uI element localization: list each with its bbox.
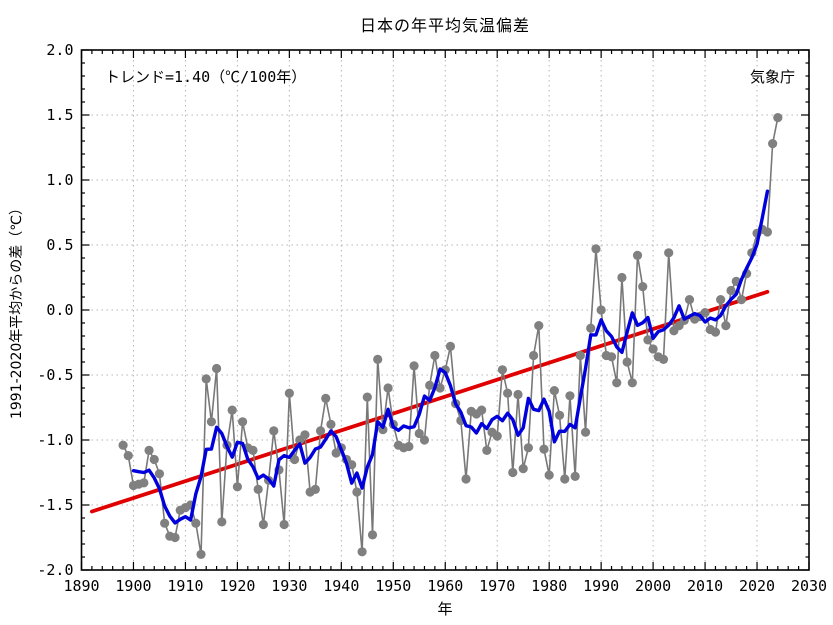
- smoothed-series-line: [131, 189, 770, 525]
- svg-text:1950: 1950: [375, 577, 411, 595]
- svg-text:1890: 1890: [63, 577, 99, 595]
- svg-text:2000: 2000: [635, 577, 671, 595]
- svg-text:-1.0: -1.0: [37, 431, 73, 449]
- svg-text:1940: 1940: [323, 577, 359, 595]
- svg-text:1.0: 1.0: [46, 171, 73, 189]
- svg-text:2010: 2010: [687, 577, 723, 595]
- svg-text:1930: 1930: [271, 577, 307, 595]
- svg-text:2030: 2030: [791, 577, 827, 595]
- axis-ticks: [80, 49, 810, 571]
- svg-text:1910: 1910: [167, 577, 203, 595]
- svg-text:1990: 1990: [583, 577, 619, 595]
- svg-text:1970: 1970: [479, 577, 515, 595]
- svg-text:-0.5: -0.5: [37, 366, 73, 384]
- svg-text:1960: 1960: [427, 577, 463, 595]
- trend-annotation: トレンド=1.40（℃/100年）: [105, 68, 307, 86]
- svg-text:1.5: 1.5: [46, 106, 73, 124]
- svg-text:2020: 2020: [739, 577, 775, 595]
- tick-labels: 1890 1900 1910 1920 1930 1940 1950 1960 1970 1980…: [37, 41, 827, 595]
- svg-text:1900: 1900: [115, 577, 151, 595]
- grid-lines: [81, 50, 809, 570]
- svg-text:2.0: 2.0: [46, 41, 73, 59]
- svg-text:0.5: 0.5: [46, 236, 73, 254]
- x-axis-title: 年: [437, 600, 453, 618]
- svg-text:-2.0: -2.0: [37, 561, 73, 579]
- agency-label: 気象庁: [749, 68, 795, 86]
- svg-text:1920: 1920: [219, 577, 255, 595]
- annual-series-line: [122, 117, 779, 555]
- svg-text:1980: 1980: [531, 577, 567, 595]
- svg-text:0.0: 0.0: [46, 301, 73, 319]
- chart-title: 日本の年平均気温偏差: [359, 16, 531, 35]
- annual-series-dots: [118, 113, 783, 560]
- y-axis-title: 1991-2020年平均からの差（℃）: [9, 200, 25, 420]
- svg-text:-1.5: -1.5: [37, 496, 73, 514]
